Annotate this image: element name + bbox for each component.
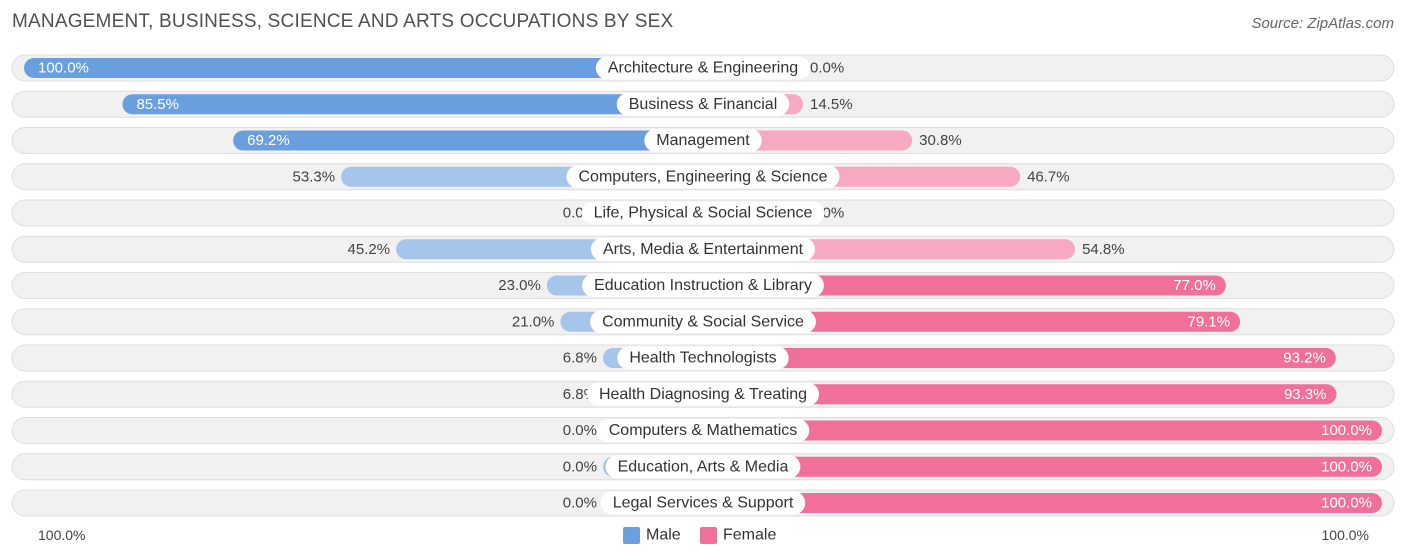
female-bar bbox=[703, 420, 1382, 441]
female-bar bbox=[703, 456, 1382, 477]
female-bar bbox=[703, 348, 1336, 368]
male-value-label: 6.8% bbox=[563, 350, 597, 367]
male-value-label: 21.0% bbox=[512, 313, 555, 330]
category-pill bbox=[616, 92, 790, 116]
category-pill bbox=[617, 346, 789, 370]
chart-row: 23.0% 77.0% Education Instruction & Librar… bbox=[11, 272, 1395, 299]
female-value-label: 14.5% bbox=[810, 96, 853, 113]
category-pill bbox=[581, 201, 825, 225]
category-label: Legal Services & Support bbox=[613, 495, 794, 512]
chart-row: 6.8% 93.3%Health Diagnosing & Treating bbox=[11, 380, 1395, 408]
female-value-label: 0.0% bbox=[810, 60, 844, 77]
category-pill bbox=[596, 419, 810, 442]
category-label: Architecture & Engineering bbox=[608, 60, 798, 77]
male-value-label: 85.5% bbox=[136, 96, 179, 113]
legend: Male Female bbox=[623, 527, 776, 544]
male-value-label: 45.2% bbox=[348, 241, 391, 258]
male-value-label: 69.2% bbox=[247, 132, 290, 149]
chart-row: 0.0% 100.0% Legal Services & Support bbox=[11, 489, 1395, 517]
category-label: Health Diagnosing & Treating bbox=[599, 386, 807, 403]
male-value-label: 100.0% bbox=[38, 60, 89, 77]
category-pill bbox=[566, 165, 840, 189]
category-label: Business & Financial bbox=[629, 96, 778, 113]
category-pill bbox=[590, 310, 816, 334]
category-label: Computers & Mathematics bbox=[609, 422, 798, 439]
category-pill bbox=[586, 382, 820, 406]
male-value-label: 0.0% bbox=[563, 422, 597, 439]
category-pill bbox=[582, 274, 824, 297]
female-value-label: 93.2% bbox=[1283, 350, 1326, 367]
chart-row: 0.0% 100.0% Computers & Mathematics bbox=[11, 417, 1395, 444]
category-pill bbox=[600, 491, 806, 515]
male-bar bbox=[24, 58, 703, 78]
female-value-label: 46.7% bbox=[1027, 168, 1070, 185]
chart-row: 0.0% 0.0%Life, Physical & Social Science bbox=[11, 199, 1395, 227]
axis-left-label: 100.0% bbox=[38, 527, 85, 543]
female-value-label: 77.0% bbox=[1173, 277, 1216, 294]
category-label: Education, Arts & Media bbox=[618, 458, 789, 475]
category-label: Life, Physical & Social Science bbox=[594, 205, 813, 222]
male-value-label: 0.0% bbox=[563, 458, 597, 475]
female-value-label: 100.0% bbox=[1321, 495, 1372, 512]
source-label: Source: ZipAtlas.com bbox=[1251, 15, 1394, 32]
chart-row: 100.0% 0.0% Architecture & Engineering bbox=[11, 54, 1395, 82]
female-bar bbox=[703, 493, 1382, 513]
male-value-label: 23.0% bbox=[498, 277, 541, 294]
legend-female-label: Female bbox=[723, 527, 776, 544]
legend-male-swatch bbox=[623, 527, 640, 544]
male-bar bbox=[122, 94, 703, 115]
category-pill bbox=[605, 455, 801, 479]
female-value-label: 93.3% bbox=[1284, 386, 1327, 403]
category-pill bbox=[644, 129, 762, 152]
category-label: Arts, Media & Entertainment bbox=[603, 241, 804, 258]
male-bar bbox=[233, 130, 703, 151]
female-bar bbox=[703, 384, 1337, 405]
female-value-label: 100.0% bbox=[1321, 422, 1372, 439]
female-value-label: 100.0% bbox=[1321, 458, 1372, 475]
female-value-label: 79.1% bbox=[1188, 313, 1231, 330]
category-label: Management bbox=[656, 132, 750, 149]
chart-row: 45.2% 54.8% Arts, Media & Entertainment bbox=[11, 235, 1395, 263]
male-value-label: 0.0% bbox=[563, 495, 597, 512]
female-bar bbox=[703, 311, 1241, 332]
female-bar bbox=[703, 275, 1226, 296]
chart-row: 53.3% 46.7% Computers, Engineering & Scien… bbox=[11, 163, 1395, 191]
female-value-label: 54.8% bbox=[1082, 241, 1125, 258]
category-label: Health Technologists bbox=[629, 350, 776, 367]
male-value-label: 53.3% bbox=[293, 168, 336, 185]
category-label: Education Instruction & Library bbox=[594, 277, 812, 294]
chart-row: 85.5% 14.5% Business & Financial bbox=[11, 90, 1395, 118]
legend-male-label: Male bbox=[646, 527, 681, 544]
chart-title: MANAGEMENT, BUSINESS, SCIENCE AND ARTS O… bbox=[12, 11, 674, 32]
chart-row: 6.8% 93.2% Health Technologists bbox=[11, 344, 1395, 372]
category-label: Community & Social Service bbox=[602, 313, 804, 330]
chart-row: 21.0% 79.1% Community & Social Service bbox=[11, 308, 1395, 336]
chart-row: 0.0% 100.0% Education, Arts & Media bbox=[11, 453, 1395, 481]
chart-row: 69.2% 30.8% Management bbox=[11, 127, 1395, 154]
axis-right-label: 100.0% bbox=[1322, 527, 1369, 543]
category-pill bbox=[590, 237, 816, 261]
category-pill bbox=[595, 56, 811, 80]
category-label: Computers, Engineering & Science bbox=[578, 168, 827, 185]
legend-female-swatch bbox=[700, 527, 717, 544]
female-value-label: 30.8% bbox=[919, 132, 962, 149]
